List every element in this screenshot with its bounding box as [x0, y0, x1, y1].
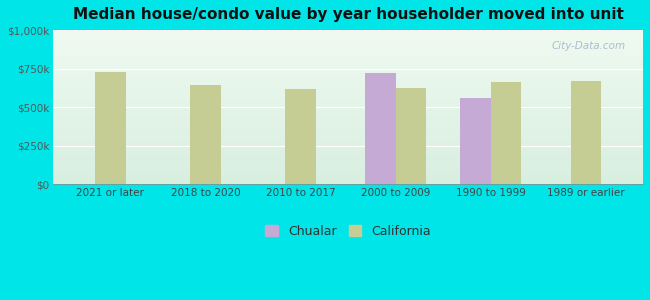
Bar	[285, 89, 316, 184]
Bar	[396, 88, 426, 184]
Bar	[95, 73, 125, 184]
Bar	[571, 81, 601, 184]
Bar	[190, 85, 221, 184]
Bar	[460, 98, 491, 184]
Legend: Chualar, California: Chualar, California	[261, 220, 436, 243]
Bar	[365, 73, 396, 184]
Title: Median house/condo value by year householder moved into unit: Median house/condo value by year househo…	[73, 7, 623, 22]
Text: City-Data.com: City-Data.com	[551, 41, 625, 51]
Bar	[491, 82, 521, 184]
